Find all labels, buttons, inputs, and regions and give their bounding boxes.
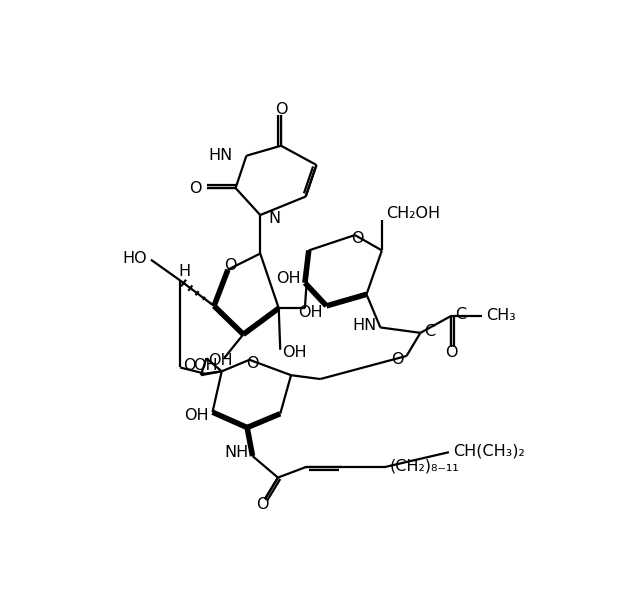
- Text: N: N: [268, 211, 280, 226]
- Text: CH(CH₃)₂: CH(CH₃)₂: [452, 444, 525, 459]
- Text: H: H: [178, 264, 190, 279]
- Text: CH₂OH: CH₂OH: [386, 206, 440, 221]
- Text: O: O: [275, 102, 287, 117]
- Text: NH: NH: [225, 445, 249, 461]
- Text: HN: HN: [208, 148, 232, 163]
- Text: HN: HN: [352, 318, 376, 333]
- Text: O: O: [391, 352, 403, 367]
- Text: OH: OH: [193, 358, 218, 373]
- Text: C: C: [455, 307, 466, 322]
- Text: CH₃: CH₃: [486, 308, 516, 323]
- Text: (CH₂)₈₋₁₁: (CH₂)₈₋₁₁: [390, 459, 460, 474]
- Text: OH: OH: [282, 345, 307, 359]
- Text: OH: OH: [208, 353, 232, 368]
- Text: HO: HO: [122, 252, 147, 266]
- Text: C: C: [424, 324, 435, 339]
- Text: O: O: [183, 358, 196, 373]
- Text: OH: OH: [184, 408, 209, 423]
- Text: O: O: [189, 181, 202, 195]
- Text: OH: OH: [298, 304, 323, 320]
- Text: O: O: [246, 356, 259, 371]
- Text: O: O: [445, 345, 458, 359]
- Text: O: O: [351, 231, 364, 246]
- Text: O: O: [256, 497, 269, 512]
- Text: O: O: [224, 258, 236, 272]
- Text: OH: OH: [276, 272, 301, 287]
